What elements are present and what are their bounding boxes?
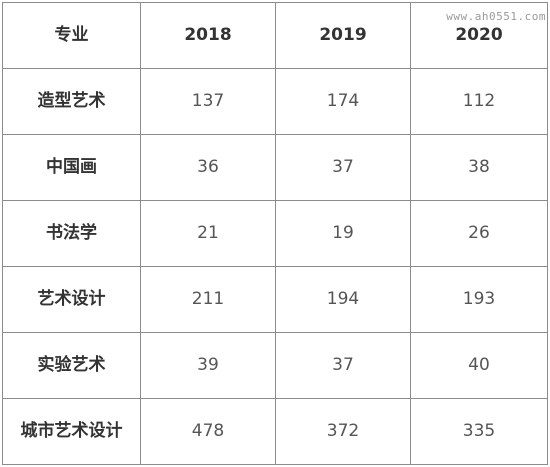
cell-2020: 26 — [410, 200, 548, 267]
cell-2020: 38 — [410, 134, 548, 201]
cell-2018: 211 — [140, 266, 276, 333]
row-major-label: 实验艺术 — [2, 332, 141, 399]
row-major-label: 城市艺术设计 — [2, 398, 141, 465]
cell-2019: 194 — [275, 266, 411, 333]
cell-2019: 19 — [275, 200, 411, 267]
row-major-label: 造型艺术 — [2, 68, 141, 135]
table-row: 中国画 36 37 38 — [2, 134, 548, 201]
table-row: 实验艺术 39 37 40 — [2, 332, 548, 399]
cell-2020: 193 — [410, 266, 548, 333]
table-row: 艺术设计 211 194 193 — [2, 266, 548, 333]
header-year-2019: 2019 — [275, 2, 411, 69]
cell-2019: 37 — [275, 134, 411, 201]
cell-2019: 37 — [275, 332, 411, 399]
cell-2020: 40 — [410, 332, 548, 399]
row-major-label: 艺术设计 — [2, 266, 141, 333]
table-row: 书法学 21 19 26 — [2, 200, 548, 267]
cell-2019: 372 — [275, 398, 411, 465]
cell-2018: 478 — [140, 398, 276, 465]
cell-2018: 21 — [140, 200, 276, 267]
header-major: 专业 — [2, 2, 141, 69]
cell-2018: 36 — [140, 134, 276, 201]
row-major-label: 中国画 — [2, 134, 141, 201]
cell-2020: 112 — [410, 68, 548, 135]
cell-2018: 39 — [140, 332, 276, 399]
cell-2019: 174 — [275, 68, 411, 135]
table-row: 城市艺术设计 478 372 335 — [2, 398, 548, 465]
table-row: 造型艺术 137 174 112 — [2, 68, 548, 135]
cell-2020: 335 — [410, 398, 548, 465]
header-year-2018: 2018 — [140, 2, 276, 69]
cell-2018: 137 — [140, 68, 276, 135]
row-major-label: 书法学 — [2, 200, 141, 267]
site-watermark: www.ah0551.com — [446, 10, 546, 23]
header-row: 专业 2018 2019 2020 — [2, 2, 548, 69]
